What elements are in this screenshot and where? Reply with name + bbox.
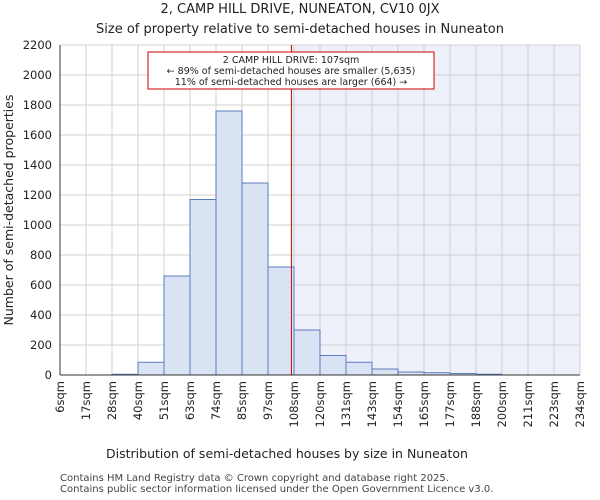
x-tick-label: 6sqm (53, 381, 67, 413)
x-axis-label: Distribution of semi-detached houses by … (106, 446, 468, 461)
histogram-bar (345, 361, 373, 376)
footer-copyright: Contains HM Land Registry data © Crown c… (60, 473, 449, 484)
chart-title: 2, CAMP HILL DRIVE, NUNEATON, CV10 0JX (160, 2, 439, 17)
y-tick-label: 1200 (23, 188, 52, 202)
chart-subtitle: Size of property relative to semi-detach… (96, 22, 504, 37)
x-tick-label: 17sqm (79, 381, 93, 420)
y-tick-label: 200 (30, 338, 52, 352)
histogram-bar (319, 355, 347, 376)
histogram-bar (267, 266, 295, 376)
x-tick-label: 200sqm (495, 381, 509, 427)
footer-licence: Contains public sector information licen… (60, 484, 494, 495)
histogram-bar (215, 110, 243, 376)
y-tick-label: 1800 (23, 98, 52, 112)
histogram-bar (189, 199, 217, 376)
x-tick-label: 51sqm (157, 381, 171, 420)
annotation-line-1: 2 CAMP HILL DRIVE: 107sqm (223, 55, 360, 66)
annotation-line-2: ← 89% of semi-detached houses are smalle… (167, 66, 416, 77)
x-tick-label: 120sqm (313, 381, 327, 427)
y-tick-label: 1000 (23, 218, 52, 232)
y-tick-labels: 0 200 400 600 800 1000 1200 1400 1600 1800 2000 220… (23, 38, 52, 382)
histogram-bar (371, 368, 399, 376)
x-tick-label: 74sqm (209, 381, 223, 420)
y-tick-label: 1400 (23, 158, 52, 172)
annotation-box: 2 CAMP HILL DRIVE: 107sqm ← 89% of semi-… (147, 51, 435, 90)
x-tick-label: 154sqm (391, 381, 405, 427)
x-tick-label: 188sqm (469, 381, 483, 427)
histogram-bar (241, 182, 269, 376)
x-tick-label: 211sqm (521, 381, 535, 427)
y-tick-label: 2000 (23, 68, 52, 82)
x-tick-label: 40sqm (131, 381, 145, 420)
x-tick-label: 63sqm (183, 381, 197, 420)
x-tick-label: 108sqm (287, 381, 301, 427)
x-tick-label: 85sqm (235, 381, 249, 420)
x-tick-label: 177sqm (443, 381, 457, 427)
histogram-bar (137, 361, 165, 376)
x-tick-label: 143sqm (365, 381, 379, 427)
x-tick-label: 234sqm (573, 381, 587, 427)
x-tick-label: 97sqm (261, 381, 275, 420)
annotation-line-3: 11% of semi-detached houses are larger (… (175, 77, 408, 88)
plot-background (291, 45, 580, 375)
y-tick-label: 1600 (23, 128, 52, 142)
y-tick-label: 0 (45, 368, 52, 382)
x-tick-label: 28sqm (105, 381, 119, 420)
x-tick-labels: 6sqm 17sqm 28sqm 40sqm 51sqm 63sqm 74sqm 85sqm 9… (53, 381, 587, 427)
annotation-frame (147, 51, 435, 90)
y-tick-label: 400 (30, 308, 52, 322)
x-tick-label: 223sqm (547, 381, 561, 427)
histogram-bar (163, 275, 191, 376)
histogram-bar (293, 329, 321, 376)
larger-region-shade (291, 45, 580, 375)
gridlines (59, 44, 581, 376)
y-tick-label: 600 (30, 278, 52, 292)
x-tick-label: 131sqm (339, 381, 353, 427)
y-tick-label: 2200 (23, 38, 52, 52)
axes (59, 45, 580, 376)
y-tick-label: 800 (30, 248, 52, 262)
y-axis-label: Number of semi-detached properties (1, 95, 16, 326)
x-tick-label: 165sqm (417, 381, 431, 427)
